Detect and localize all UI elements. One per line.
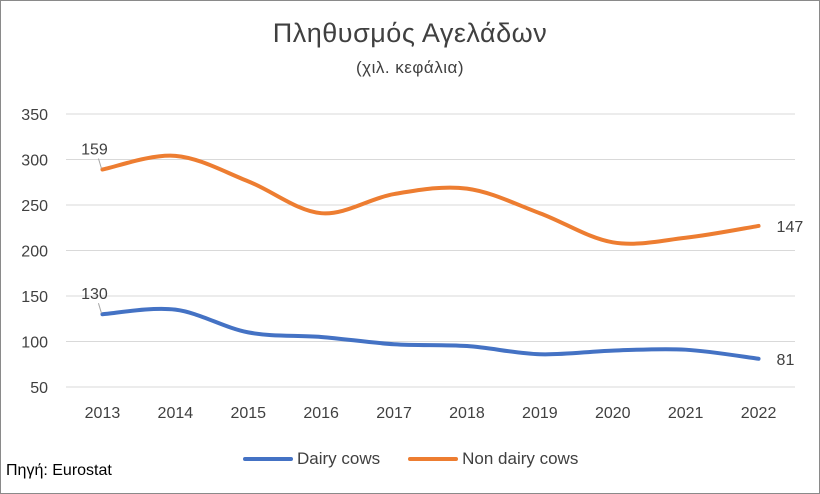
x-tick-label: 2017 xyxy=(376,405,412,422)
chart-title: Πληθυσμός Αγελάδων xyxy=(272,18,548,48)
x-tick-label: 2020 xyxy=(595,405,631,422)
gridlines xyxy=(66,113,795,388)
legend-swatch-dairy xyxy=(243,457,293,461)
x-axis-ticks: 2013 2014 2015 2016 2017 2018 2019 2020 2021 2022 xyxy=(85,405,777,422)
y-tick-label: 150 xyxy=(21,289,48,306)
legend-swatch-non-dairy xyxy=(408,457,459,461)
x-tick-label: 2018 xyxy=(449,405,485,422)
legend-label-non-dairy: Non dairy cows xyxy=(462,449,579,468)
x-tick-label: 2019 xyxy=(522,405,558,422)
legend-label-dairy: Dairy cows xyxy=(297,449,381,468)
source-note: Πηγή: Eurostat xyxy=(6,462,112,479)
y-tick-label: 50 xyxy=(30,380,48,397)
series-lines xyxy=(100,153,761,361)
legend: Dairy cows Non dairy cows xyxy=(243,449,606,469)
data-label: 147 xyxy=(777,219,804,236)
leader-line xyxy=(97,158,102,169)
y-tick-label: 350 xyxy=(21,107,48,124)
series-line-dairy xyxy=(100,306,761,361)
y-tick-label: 300 xyxy=(21,153,48,170)
x-tick-label: 2021 xyxy=(668,405,704,422)
data-label: 81 xyxy=(777,352,795,369)
legend-item-dairy: Dairy cows xyxy=(243,449,380,469)
x-tick-label: 2014 xyxy=(158,405,194,422)
x-tick-label: 2013 xyxy=(85,405,121,422)
x-tick-label: 2022 xyxy=(741,405,777,422)
y-tick-label: 100 xyxy=(21,335,48,352)
y-tick-label: 250 xyxy=(21,198,48,215)
chart-subtitle: (χιλ. κεφάλια) xyxy=(355,58,464,77)
data-label: 159 xyxy=(81,142,108,159)
legend-item-non-dairy: Non dairy cows xyxy=(408,449,578,469)
x-tick-label: 2016 xyxy=(303,405,339,422)
leader-line xyxy=(97,303,102,314)
data-label: 130 xyxy=(81,286,108,303)
x-tick-label: 2015 xyxy=(230,405,266,422)
y-tick-label: 200 xyxy=(21,244,48,261)
data-labels: 130 81 159 147 xyxy=(81,142,803,369)
y-axis-ticks: 50 100 150 200 250 300 350 xyxy=(21,107,48,397)
series-line-non-dairy xyxy=(100,153,761,246)
